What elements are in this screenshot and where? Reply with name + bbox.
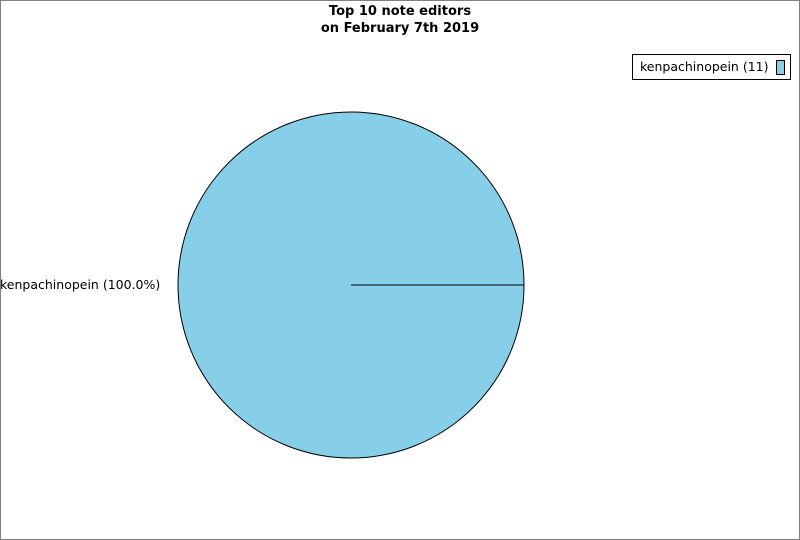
chart-title-line-1: Top 10 note editors [328, 4, 472, 19]
legend-item-label-kenpachinopein: kenpachinopein (11) [640, 59, 769, 74]
chart-legend[interactable]: kenpachinopein (11) [632, 54, 791, 80]
pie-slice-label-kenpachinopein: kenpachinopein (100.0%) [0, 277, 161, 292]
legend-color-swatch-kenpachinopein [775, 59, 785, 75]
chart-title-line-2: on February 7th 2019 [320, 21, 480, 36]
chart-title: Top 10 note editors on February 7th 2019 [1, 3, 799, 37]
